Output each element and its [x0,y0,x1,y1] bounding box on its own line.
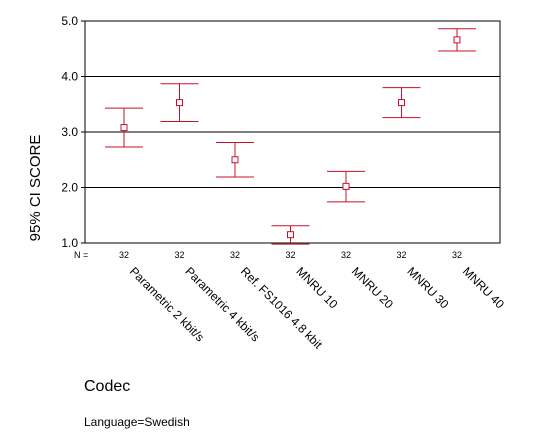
mean-marker [120,124,128,132]
n-value: 32 [396,250,406,260]
mean-marker [287,231,294,239]
language-note: Language=Swedish [84,415,190,429]
mean-marker [342,182,350,190]
y-tick-label: 5.0 [61,14,78,28]
n-value: 32 [452,250,462,260]
n-value: 32 [285,250,295,260]
n-label: N = [74,250,88,260]
x-tick-label: MNRU 10 [293,264,340,311]
y-axis: 1.0 2.0 3.0 4.0 5.0 [61,14,85,250]
mean-marker [453,36,461,44]
x-axis-label: Codec [84,378,131,395]
n-value: 32 [174,250,184,260]
n-value: 32 [119,250,129,260]
error-bars [105,28,476,245]
n-value: 32 [341,250,351,260]
grid-lines [85,76,500,188]
mean-marker [231,156,239,164]
y-tick-label: 1.0 [61,236,78,250]
mean-marker [176,99,183,107]
y-tick-label: 4.0 [61,70,78,84]
mean-marker [398,99,405,107]
y-tick-label: 3.0 [61,125,78,139]
n-value: 32 [230,250,240,260]
x-tick-label: MNRU 30 [404,264,451,311]
y-axis-label: 95% CI SCORE [27,135,44,242]
x-tick-label: MNRU 40 [460,264,507,311]
x-tick-label: MNRU 20 [349,264,396,311]
y-tick-label: 2.0 [61,181,78,195]
n-values: 32 32 32 32 32 32 32 [119,250,462,260]
